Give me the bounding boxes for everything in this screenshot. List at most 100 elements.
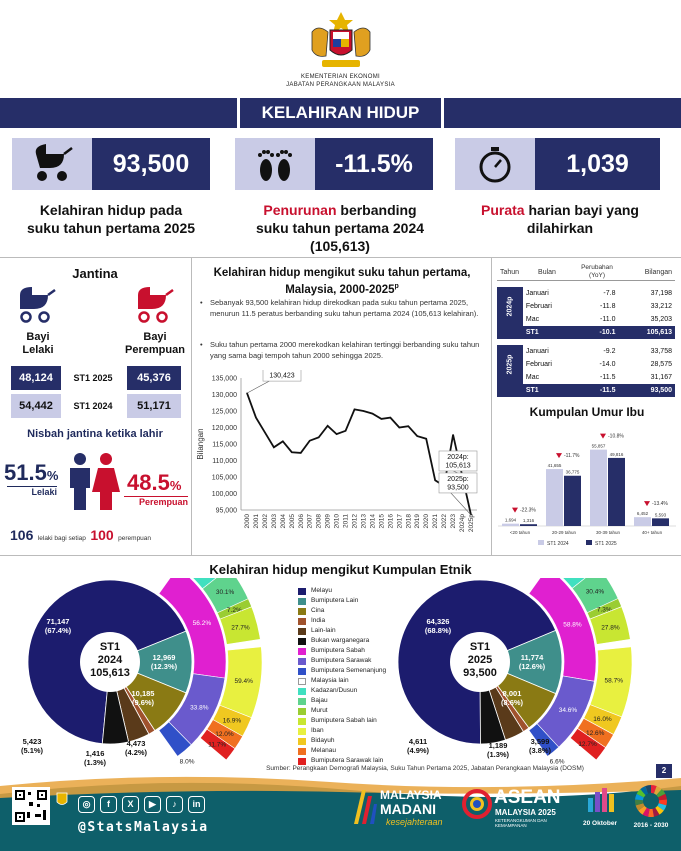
slice-value-label: 8,001: [503, 689, 522, 698]
bar: [502, 523, 519, 526]
x-tick-label: 2023: [450, 514, 457, 529]
table-row-total: ST1 -10.1 105,613: [497, 326, 675, 339]
sarawak-subslice: [199, 728, 236, 761]
legend-item: Lain-lain: [298, 626, 408, 636]
linkedin-icon[interactable]: in: [188, 796, 205, 813]
y-tick-label: 125,000: [212, 409, 237, 416]
provisional-mark: p: [394, 283, 399, 290]
ratio-text: lelaki bagi setiap: [37, 535, 86, 542]
legend-label: Bumiputera Sabah: [311, 647, 365, 654]
slice-value-label: 5,423: [23, 737, 42, 746]
y-tick-label: 115,000: [212, 442, 237, 449]
legend-item: Melayu: [298, 586, 408, 596]
male-female-figures-icon: [66, 452, 120, 512]
sabah-subslice: [562, 578, 586, 589]
legend-item: Bukan warganegara: [298, 636, 408, 646]
bar-value-label: 41,655: [548, 463, 562, 468]
legend-label: Kadazan/Dusun: [311, 687, 358, 694]
callout-value: 130,423: [269, 373, 294, 380]
slice-pct-label: (67.4%): [45, 626, 72, 635]
category-label: 30-39 tahun: [596, 530, 621, 535]
legend-label: Melanau: [311, 747, 336, 754]
x-twitter-icon[interactable]: X: [122, 796, 139, 813]
legend-swatch: [298, 687, 306, 695]
sdg-wheel-segment: [640, 786, 649, 796]
trend-title-line: Malaysia, 2000-2025: [285, 283, 395, 296]
legend-item: Bumiputera Sabah: [298, 646, 408, 656]
x-tick-label: 2002: [262, 514, 269, 529]
data-point: [389, 417, 391, 419]
down-arrow-icon: [644, 501, 650, 507]
label-line: Perempuan: [125, 344, 185, 356]
change-label: -10.8%: [608, 434, 624, 440]
legend-label: Bumiputera Sarawak lain: [311, 757, 384, 764]
data-point: [452, 434, 454, 436]
youtube-icon[interactable]: ▶: [144, 796, 161, 813]
bar: [634, 517, 651, 526]
bumiputera-subslice: [528, 723, 560, 757]
x-tick-label: 2008: [316, 514, 323, 529]
tiktok-icon[interactable]: ♪: [166, 796, 183, 813]
subslice-label: 7.3%: [597, 607, 612, 614]
asean-2025-logo: ASEAN MALAYSIA 2025 KETERANGKUMAN DAN KE…: [462, 787, 572, 832]
divider: [491, 257, 492, 555]
data-point: [273, 446, 275, 448]
x-tick-label: 2006: [298, 514, 305, 529]
table-cell: Januari: [525, 290, 549, 297]
legend-swatch: [298, 717, 306, 725]
pie-center-label: 2024: [98, 654, 123, 666]
table-cell: 93,500: [618, 384, 675, 397]
social-handle[interactable]: @StatsMalaysia: [78, 820, 209, 835]
slice-value-label: 1,416: [86, 749, 105, 758]
slice-value-label: 10,185: [132, 689, 155, 698]
legend-label: Iban: [311, 727, 324, 734]
facebook-icon[interactable]: f: [100, 796, 117, 813]
ethnic-title: Kelahiran hidup mengikut Kumpulan Etnik: [209, 562, 472, 577]
trend-bullet-2: • Suku tahun pertama 2000 merekodkan kela…: [200, 340, 480, 360]
social-icons: ◎ f X ▶ ♪ in: [78, 796, 205, 813]
table-cell: -11.0: [600, 316, 616, 323]
x-tick-label: 2015: [378, 514, 385, 529]
legend-swatch: [298, 737, 306, 745]
kpi-caption-line: (105,613): [310, 238, 370, 254]
slice-value-label: 64,326: [427, 617, 450, 626]
pct-sign: %: [169, 478, 182, 493]
kpi-caption-accent: Penurunan: [263, 202, 337, 218]
female-word: Perempuan: [124, 496, 188, 507]
qr-code-icon[interactable]: [12, 787, 50, 825]
table-row: 2025p Januari -9.2 33,758: [497, 345, 675, 384]
kpi-caption-daily: Purata harian bayi yang dilahirkan: [455, 201, 665, 237]
y-tick-label: 135,000: [212, 376, 237, 383]
sdg-wheel-segment: [651, 785, 657, 794]
legend-item: Bidayuh: [298, 736, 408, 746]
subslice-label: 7.2%: [227, 607, 242, 614]
world-statistics-day-logo: 20 Oktober: [576, 784, 624, 834]
y-tick-label: 110,000: [212, 458, 237, 465]
trend-title-line: Kelahiran hidup mengikut suku tahun pert…: [213, 267, 471, 279]
pie-center-label: ST1: [470, 641, 490, 653]
bar: [520, 524, 537, 526]
instagram-icon[interactable]: ◎: [78, 796, 95, 813]
subslice-label: 27.8%: [601, 625, 620, 632]
male-baby-label: Bayi Lelaki: [8, 331, 68, 357]
data-point: [353, 408, 356, 410]
world-stats-date: 20 Oktober: [583, 820, 617, 827]
category-label: 20-29 tahun: [552, 530, 577, 535]
table-cell: Februari: [525, 361, 552, 368]
year-st1-2025: ST1 2025: [73, 373, 113, 383]
label-line: Bayi: [26, 331, 50, 343]
x-tick-label: 2014: [369, 514, 376, 529]
kpi-card-decline: -11.5%: [235, 138, 433, 190]
ethnic-legend: Melayu Bumiputera Lain Cina India Lain-lain B…: [298, 586, 408, 766]
male-pct-value: 51.5: [4, 460, 47, 485]
sdg-wheel-segment: [635, 803, 645, 811]
y-tick-label: 130,000: [212, 392, 237, 399]
subslice-label: 12.6%: [586, 730, 605, 737]
callout-value: 105,613: [445, 462, 470, 469]
x-tick-label: 2012: [352, 514, 359, 529]
data-point: [398, 426, 400, 429]
x-tick-label: 2004: [280, 514, 287, 529]
ethnic-pie-2025: ST1202593,50058.8%34.6%34.5%30.4%7.3%27.…: [397, 578, 633, 765]
female-percentage: 48.5%: [127, 470, 181, 496]
data-point: [291, 451, 293, 453]
